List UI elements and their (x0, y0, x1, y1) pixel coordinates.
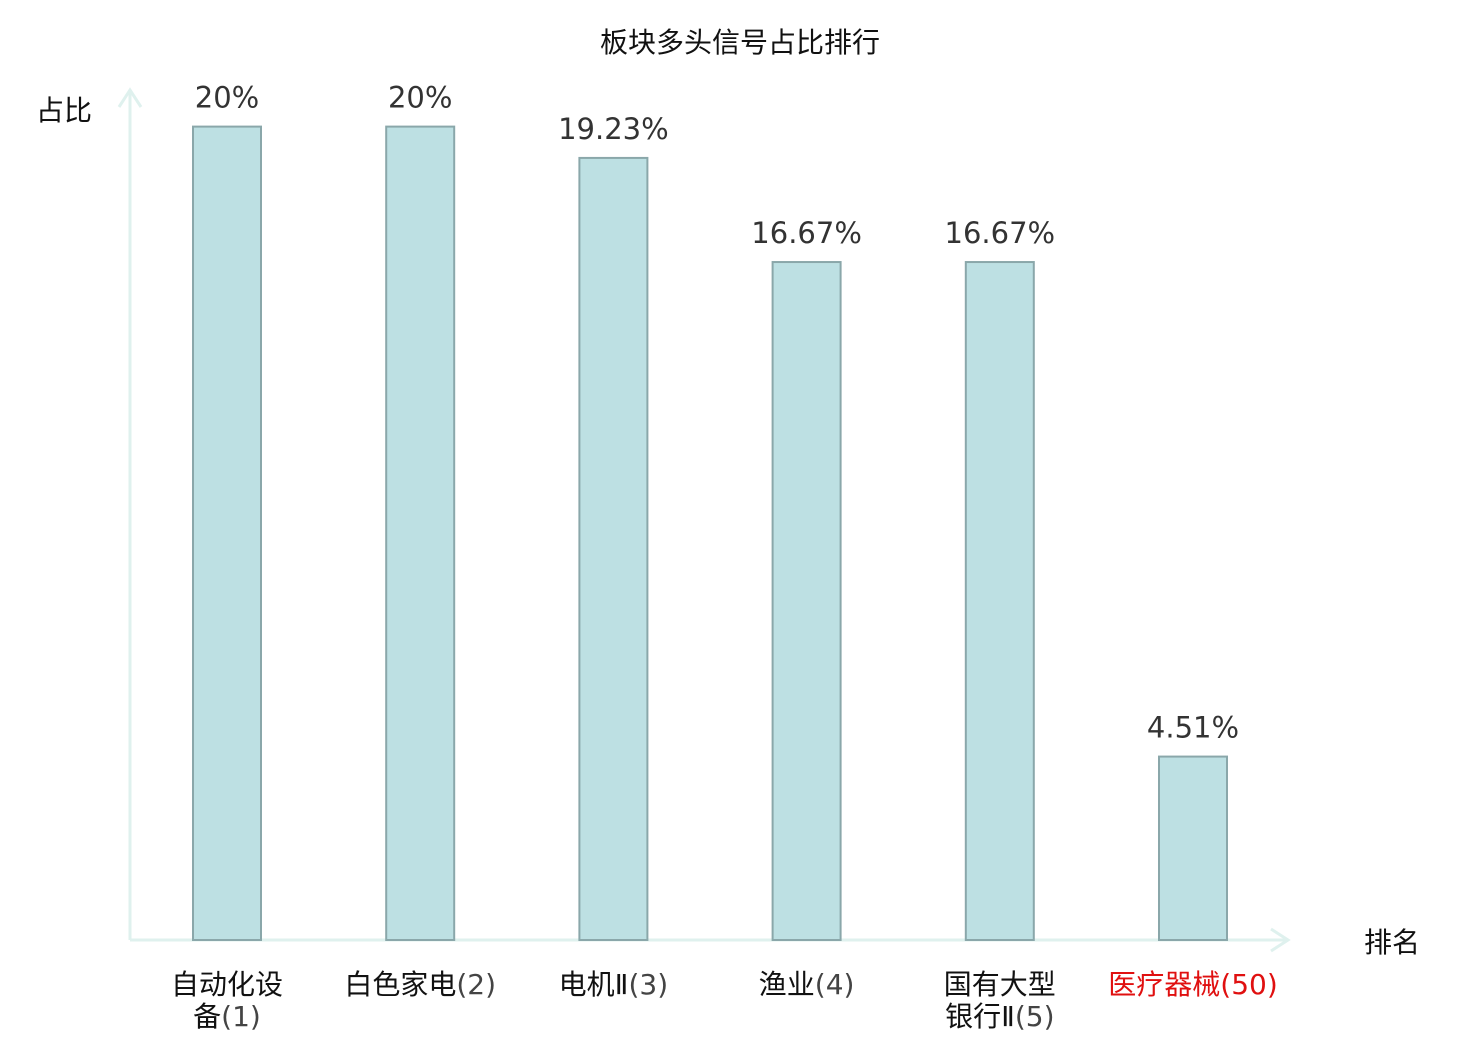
value-label-1: 20% (195, 81, 259, 115)
bar-3 (578, 156, 649, 942)
category-labels: 自动化设备(1) 白色家电(2) 电机Ⅱ(3) 渔业(4) 国有大型银行Ⅱ(5) 医疗器械… (171, 968, 1278, 1033)
category-label-3: 电机Ⅱ(3) (559, 968, 668, 1001)
bars (192, 125, 1228, 942)
category-label-2: 白色家电(2) (344, 968, 496, 1001)
value-label-2: 20% (388, 81, 452, 115)
y-axis-arrow (117, 87, 143, 108)
bar-5 (964, 261, 1035, 941)
value-labels: 20% 20% 19.23% 16.67% 16.67% 4.51% (195, 81, 1239, 745)
category-label-1: 自动化设备(1) (171, 968, 283, 1033)
bar-6 (1158, 755, 1228, 941)
x-axis-arrow (1270, 927, 1291, 953)
category-label-6: 医疗器械(50) (1108, 968, 1278, 1001)
value-label-5: 16.67% (945, 216, 1056, 250)
bar-2 (385, 125, 456, 942)
axes (117, 87, 1291, 953)
category-label-4: 渔业(4) (759, 968, 855, 1001)
value-label-4: 16.67% (751, 216, 862, 250)
category-label-5: 国有大型银行Ⅱ(5) (944, 968, 1056, 1033)
bar-4 (771, 261, 842, 941)
y-axis-label: 占比 (36, 94, 92, 127)
value-label-6: 4.51% (1147, 711, 1239, 745)
x-axis-label: 排名 (1364, 926, 1420, 959)
value-label-3: 19.23% (558, 112, 669, 146)
bar-1 (192, 125, 262, 942)
chart-title: 板块多头信号占比排行 (600, 26, 880, 59)
